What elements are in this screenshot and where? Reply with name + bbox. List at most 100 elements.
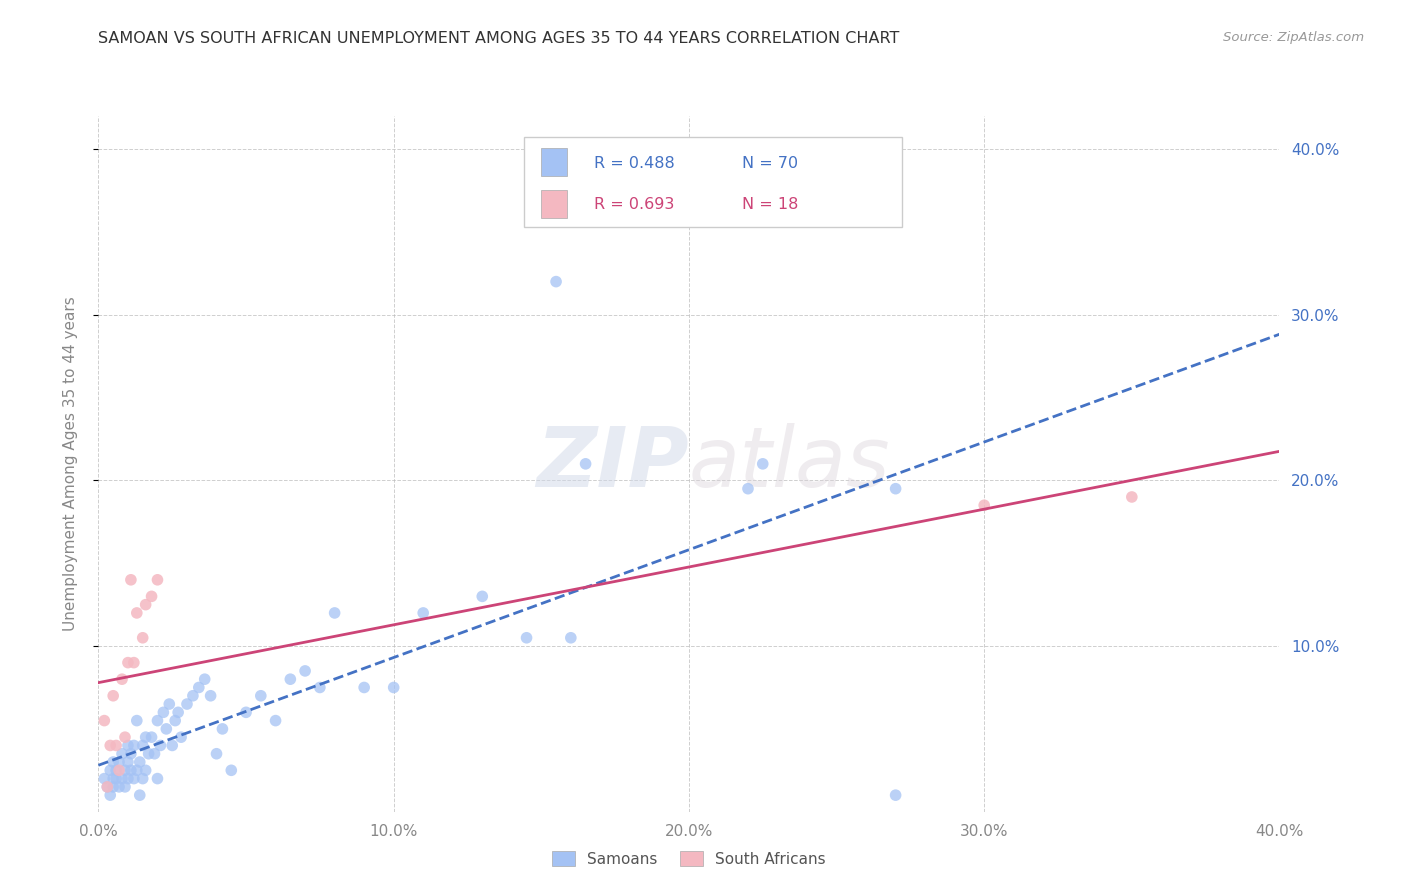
Point xyxy=(111,772,134,786)
Point xyxy=(353,681,375,695)
Bar xyxy=(541,190,567,218)
Text: Source: ZipAtlas.com: Source: ZipAtlas.com xyxy=(1223,31,1364,45)
Point xyxy=(108,780,131,794)
Point xyxy=(884,482,907,496)
Point xyxy=(135,730,157,744)
Point xyxy=(187,681,209,695)
Point xyxy=(98,788,121,802)
Point xyxy=(574,457,596,471)
Point xyxy=(135,598,157,612)
Point xyxy=(294,664,316,678)
Point xyxy=(751,457,773,471)
Point xyxy=(125,606,148,620)
Point xyxy=(98,764,121,778)
Point xyxy=(96,780,118,794)
Point xyxy=(141,590,163,604)
Text: R = 0.693: R = 0.693 xyxy=(595,197,675,211)
Point xyxy=(382,681,405,695)
Point xyxy=(103,689,125,703)
Point xyxy=(146,714,169,728)
Point xyxy=(125,714,148,728)
Point xyxy=(103,755,125,769)
Point xyxy=(1121,490,1143,504)
Point xyxy=(219,764,242,778)
Point xyxy=(108,764,131,778)
Bar xyxy=(523,136,901,227)
Point xyxy=(117,772,139,786)
Point xyxy=(146,573,169,587)
Text: atlas: atlas xyxy=(689,424,890,504)
Point xyxy=(170,730,193,744)
Legend: Samoans, South Africans: Samoans, South Africans xyxy=(551,851,827,867)
Point xyxy=(165,714,187,728)
Point xyxy=(973,498,995,512)
Point xyxy=(309,681,332,695)
Point xyxy=(132,631,155,645)
Point xyxy=(235,706,257,720)
Point xyxy=(546,275,568,289)
Point xyxy=(117,656,139,670)
Point xyxy=(157,697,180,711)
Point xyxy=(167,706,190,720)
Text: R = 0.488: R = 0.488 xyxy=(595,156,675,170)
Point xyxy=(412,606,434,620)
Point xyxy=(155,722,177,736)
Point xyxy=(471,590,494,604)
Point xyxy=(264,714,287,728)
Point xyxy=(93,714,115,728)
Point xyxy=(162,739,183,753)
Point xyxy=(176,697,198,711)
Point xyxy=(122,656,145,670)
Point xyxy=(141,730,163,744)
Point xyxy=(515,631,537,645)
Point xyxy=(146,772,169,786)
Point xyxy=(323,606,346,620)
Point xyxy=(152,706,174,720)
Point xyxy=(194,672,217,686)
Point xyxy=(122,739,145,753)
Point xyxy=(737,482,759,496)
Point xyxy=(103,772,125,786)
Point xyxy=(96,780,118,794)
Bar xyxy=(541,148,567,176)
Point xyxy=(143,747,166,761)
Point xyxy=(105,739,128,753)
Point xyxy=(278,672,302,686)
Point xyxy=(132,739,155,753)
Point xyxy=(114,780,136,794)
Y-axis label: Unemployment Among Ages 35 to 44 years: Unemployment Among Ages 35 to 44 years xyxy=(63,296,77,632)
Point xyxy=(884,788,907,802)
Point xyxy=(125,764,148,778)
Point xyxy=(98,739,121,753)
Point xyxy=(205,747,228,761)
Point xyxy=(128,788,150,802)
Point xyxy=(211,722,233,736)
Point xyxy=(138,747,160,761)
Text: ZIP: ZIP xyxy=(536,424,689,504)
Point xyxy=(181,689,204,703)
Point xyxy=(120,573,142,587)
Point xyxy=(122,772,145,786)
Text: N = 18: N = 18 xyxy=(742,197,799,211)
Text: N = 70: N = 70 xyxy=(742,156,799,170)
Point xyxy=(111,747,134,761)
Point xyxy=(108,755,131,769)
Point xyxy=(560,631,582,645)
Point xyxy=(103,780,125,794)
Point xyxy=(117,739,139,753)
Point xyxy=(149,739,172,753)
Point xyxy=(135,764,157,778)
Point xyxy=(111,672,134,686)
Point xyxy=(128,755,150,769)
Point xyxy=(120,747,142,761)
Point xyxy=(117,755,139,769)
Text: SAMOAN VS SOUTH AFRICAN UNEMPLOYMENT AMONG AGES 35 TO 44 YEARS CORRELATION CHART: SAMOAN VS SOUTH AFRICAN UNEMPLOYMENT AMO… xyxy=(98,31,900,46)
Point xyxy=(114,730,136,744)
Point xyxy=(114,764,136,778)
Point xyxy=(105,772,128,786)
Point xyxy=(200,689,222,703)
Point xyxy=(132,772,155,786)
Point xyxy=(93,772,115,786)
Point xyxy=(105,764,128,778)
Point xyxy=(120,764,142,778)
